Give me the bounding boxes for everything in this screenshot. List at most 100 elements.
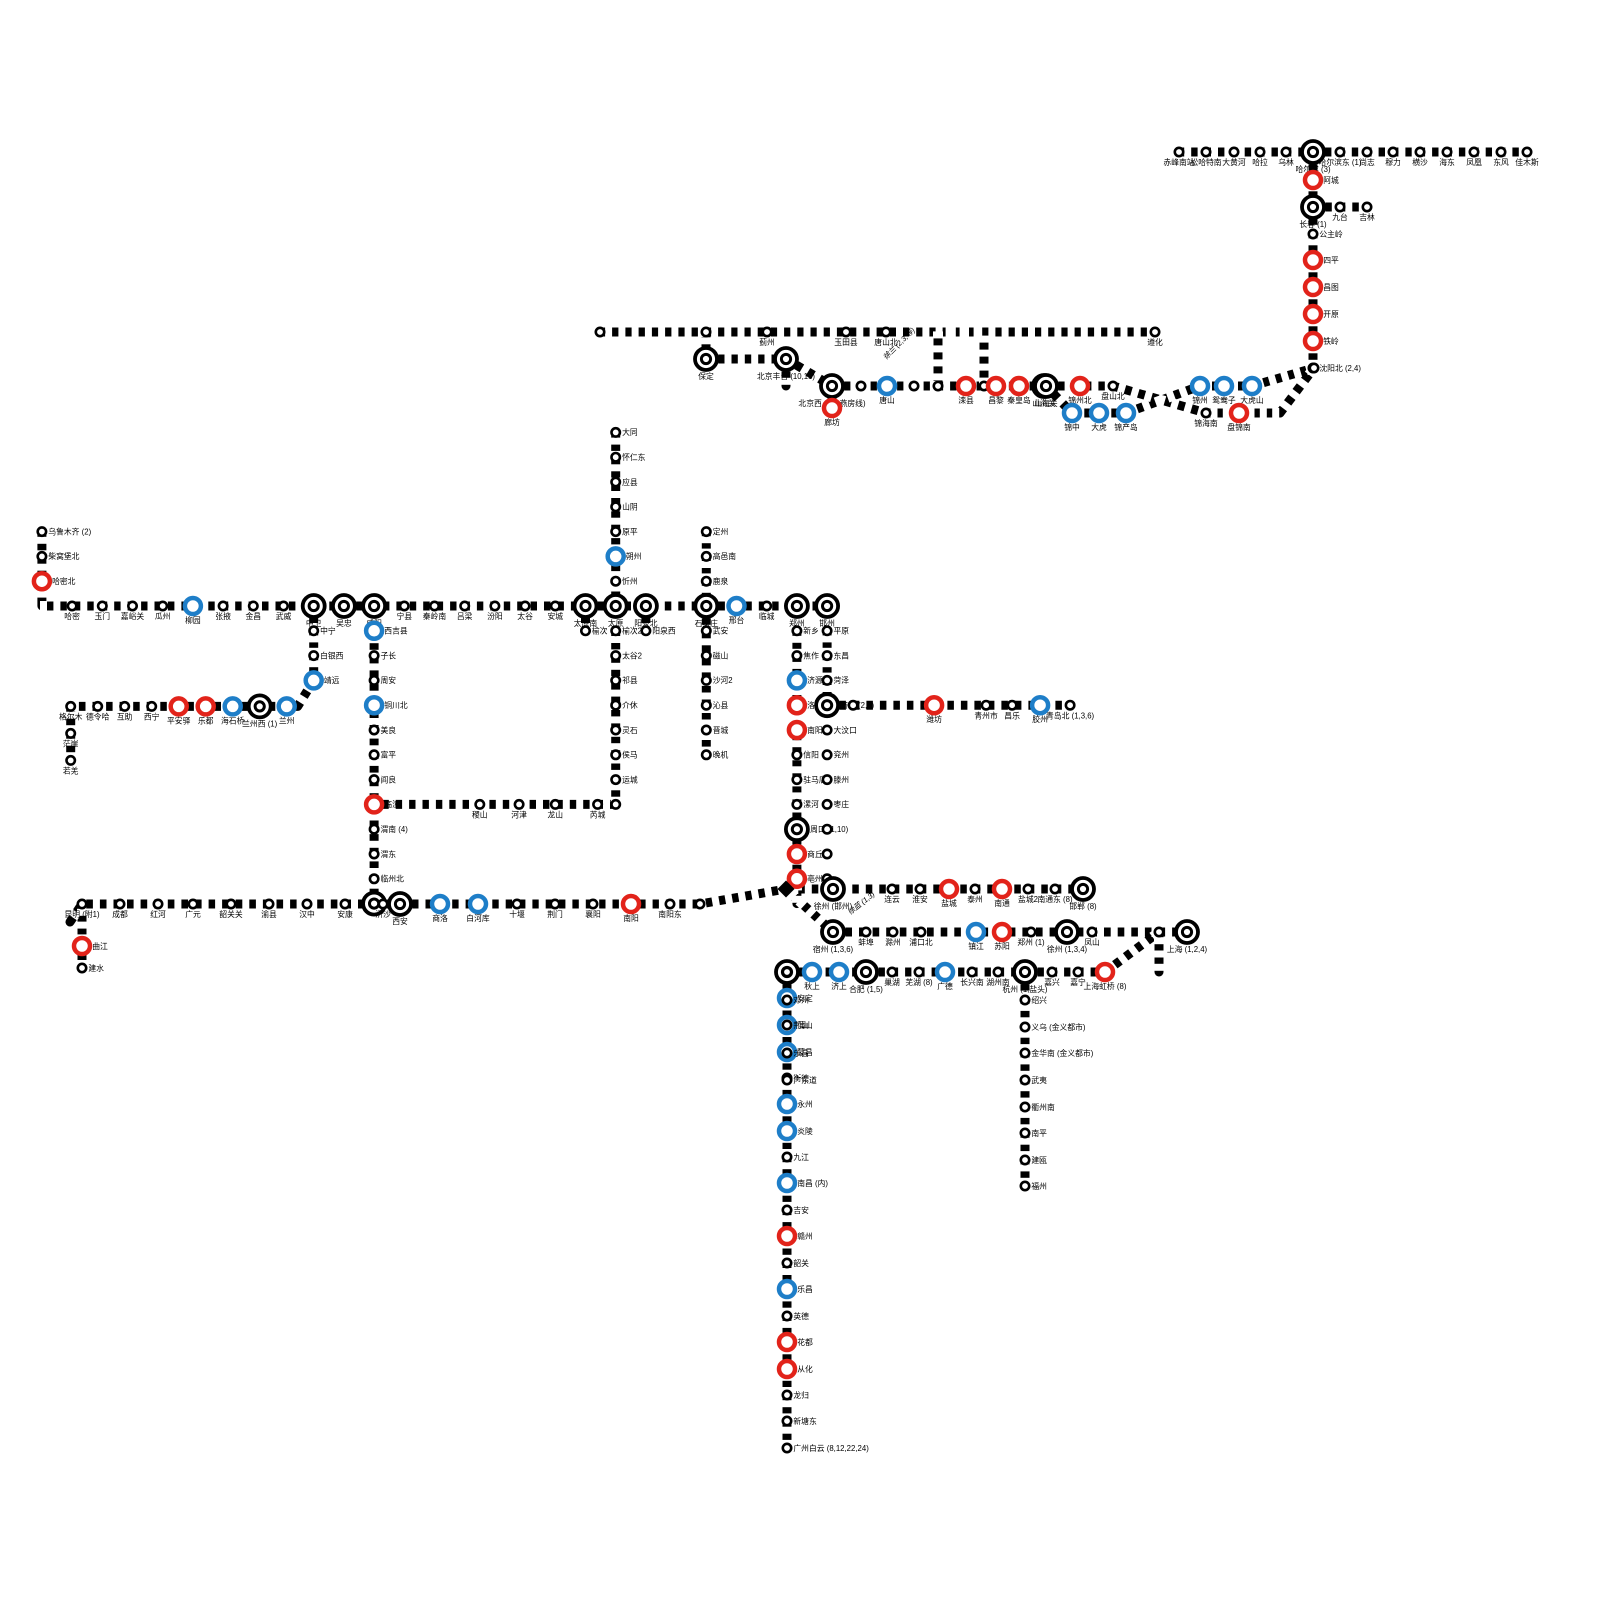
svg-text:昌乐: 昌乐	[1004, 710, 1020, 720]
svg-text:蚌埠: 蚌埠	[858, 937, 874, 947]
svg-text:苏阳: 苏阳	[994, 941, 1010, 951]
svg-text:运城: 运城	[622, 775, 638, 784]
svg-text:新塘东: 新塘东	[793, 1416, 817, 1426]
svg-text:滕州: 滕州	[834, 774, 850, 784]
svg-text:横沙: 横沙	[1412, 157, 1428, 167]
svg-text:广德: 广德	[937, 981, 953, 991]
svg-text:乐都: 乐都	[198, 715, 214, 725]
svg-text:连云: 连云	[884, 894, 900, 904]
svg-text:乐昌: 乐昌	[797, 1284, 813, 1294]
svg-text:磁山: 磁山	[713, 650, 729, 660]
svg-text:邢台: 邢台	[729, 615, 745, 625]
svg-text:应县: 应县	[622, 477, 638, 487]
svg-text:兰州: 兰州	[279, 715, 295, 725]
svg-text:盘锦南: 盘锦南	[1227, 422, 1251, 432]
svg-text:吕梁: 吕梁	[457, 612, 473, 621]
svg-text:新乡: 新乡	[803, 626, 819, 636]
svg-text:十堰: 十堰	[509, 909, 525, 919]
svg-text:东风: 东风	[1493, 157, 1509, 167]
svg-text:灵石: 灵石	[622, 726, 638, 735]
svg-text:北京丰台 (10,15): 北京丰台 (10,15)	[757, 371, 815, 381]
svg-text:广东道: 广东道	[793, 1075, 817, 1085]
svg-text:从化: 从化	[797, 1364, 813, 1374]
svg-text:开原: 开原	[1323, 310, 1339, 319]
svg-text:唐山: 唐山	[879, 395, 895, 405]
svg-text:介休: 介休	[622, 700, 638, 710]
svg-text:南阳东: 南阳东	[658, 909, 682, 919]
svg-text:平原: 平原	[834, 627, 850, 636]
svg-text:乐昌: 乐昌	[793, 1048, 809, 1058]
svg-text:河津: 河津	[511, 810, 527, 820]
svg-text:汾阳: 汾阳	[487, 611, 503, 621]
svg-text:芮城: 芮城	[590, 810, 606, 820]
svg-text:定州: 定州	[713, 526, 729, 536]
svg-text:哈密北: 哈密北	[52, 576, 76, 586]
svg-text:凤山: 凤山	[1084, 937, 1100, 947]
svg-text:昆明 (附1): 昆明 (附1)	[64, 909, 99, 919]
svg-text:大虎: 大虎	[1091, 422, 1107, 432]
svg-text:荆门: 荆门	[547, 909, 563, 919]
svg-text:锦产岛: 锦产岛	[1114, 422, 1138, 432]
svg-text:秋上: 秋上	[804, 981, 820, 991]
svg-text:山阴: 山阴	[622, 502, 638, 512]
svg-text:宁县: 宁县	[397, 611, 413, 621]
svg-text:建水: 建水	[88, 963, 104, 973]
svg-text:韶关: 韶关	[793, 1258, 809, 1268]
svg-text:荆山: 荆山	[793, 1020, 809, 1030]
svg-text:鹿泉: 鹿泉	[713, 576, 729, 586]
svg-text:徐州 (1,3,4): 徐州 (1,3,4)	[1047, 944, 1088, 954]
svg-text:秦岭南: 秦岭南	[423, 611, 447, 621]
svg-text:玉田县: 玉田县	[834, 338, 858, 347]
svg-text:德令哈: 德令哈	[86, 712, 110, 722]
svg-text:合肥 (1,5): 合肥 (1,5)	[849, 984, 883, 994]
svg-text:遵化: 遵化	[1147, 337, 1163, 347]
svg-text:保定: 保定	[698, 371, 714, 381]
svg-text:广州白云 (8,12,22,24): 广州白云 (8,12,22,24)	[793, 1443, 869, 1453]
svg-text:南通东 (8): 南通东 (8)	[1037, 894, 1072, 904]
svg-text:兰州西 (1): 兰州西 (1)	[242, 718, 277, 728]
svg-text:东昌: 东昌	[834, 650, 850, 660]
svg-text:长兴南: 长兴南	[960, 977, 984, 987]
svg-text:祁县: 祁县	[622, 675, 638, 685]
svg-text:蓟州: 蓟州	[759, 337, 775, 347]
svg-text:昌黎: 昌黎	[988, 395, 1004, 405]
svg-text:哈拉: 哈拉	[1252, 157, 1268, 167]
svg-text:英德: 英德	[793, 1311, 809, 1321]
svg-text:临城: 临城	[759, 611, 775, 621]
svg-text:金昌: 金昌	[246, 611, 262, 621]
svg-text:锦海南: 锦海南	[1194, 418, 1218, 428]
svg-text:吉林: 吉林	[1359, 212, 1375, 222]
svg-text:炎陵: 炎陵	[797, 1127, 813, 1136]
svg-text:衢州南: 衢州南	[1031, 1102, 1055, 1112]
svg-text:海石桥: 海石桥	[221, 715, 245, 725]
svg-text:海东: 海东	[1439, 157, 1455, 167]
svg-text:晚机: 晚机	[713, 750, 729, 760]
svg-text:阎良: 阎良	[381, 774, 397, 784]
svg-text:渭南 (4): 渭南 (4)	[381, 824, 409, 834]
svg-text:白银西: 白银西	[320, 650, 344, 660]
svg-text:沈阳北 (2,4): 沈阳北 (2,4)	[1319, 363, 1361, 373]
svg-text:商丘: 商丘	[807, 849, 823, 859]
svg-text:尚志: 尚志	[1359, 157, 1375, 167]
svg-text:阿城: 阿城	[1323, 176, 1339, 185]
svg-text:义乌 (金义都市): 义乌 (金义都市)	[1031, 1022, 1086, 1032]
svg-text:高邑南: 高邑南	[713, 551, 737, 561]
svg-text:四平: 四平	[1323, 256, 1339, 265]
svg-text:富平: 富平	[381, 750, 397, 760]
svg-text:长春 (1): 长春 (1)	[1299, 219, 1327, 229]
svg-text:锦州: 锦州	[1192, 395, 1208, 405]
svg-text:晋城: 晋城	[713, 726, 729, 735]
svg-text:渭东: 渭东	[381, 849, 397, 859]
svg-text:若羌: 若羌	[63, 766, 79, 776]
svg-text:南通: 南通	[994, 898, 1010, 908]
svg-text:铁岭: 铁岭	[1323, 336, 1339, 346]
svg-text:大汶口: 大汶口	[834, 725, 857, 735]
svg-text:子长: 子长	[381, 650, 397, 660]
svg-text:滁州: 滁州	[885, 937, 901, 947]
svg-text:金华南 (金义都市): 金华南 (金义都市)	[1031, 1048, 1093, 1058]
svg-text:昌图: 昌图	[1323, 283, 1339, 292]
svg-text:柳园: 柳园	[185, 615, 201, 625]
svg-text:南阳: 南阳	[623, 913, 639, 923]
svg-text:太谷2: 太谷2	[622, 650, 642, 660]
svg-text:大虎山: 大虎山	[1240, 395, 1263, 405]
